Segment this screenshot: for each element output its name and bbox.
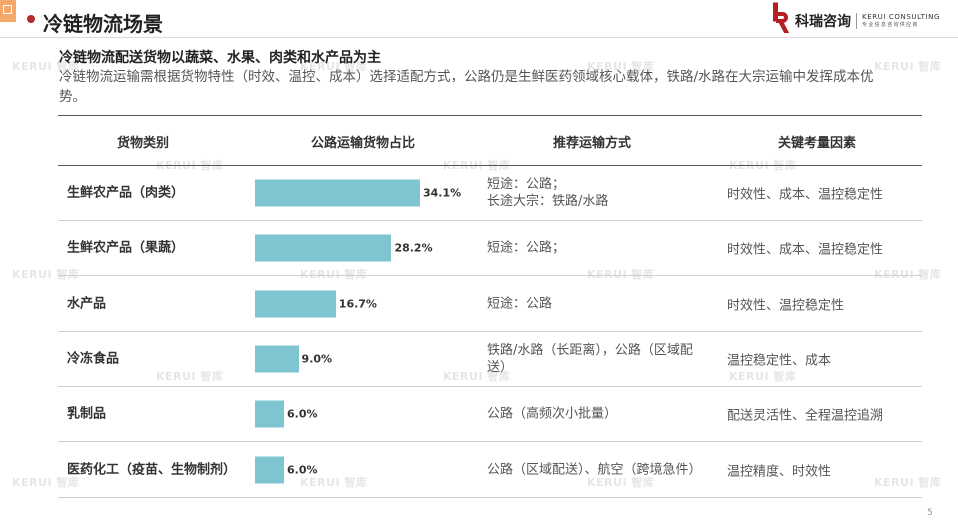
cell-key-factors: 配送灵活性、全程温控追溯 bbox=[727, 408, 884, 424]
road-share-bar bbox=[255, 290, 336, 318]
watermark: KERUI 智库 bbox=[874, 60, 942, 73]
logo-divider bbox=[856, 13, 857, 29]
cell-category: 水产品 bbox=[67, 296, 107, 312]
cell-category: 生鲜农产品（果蔬） bbox=[67, 240, 185, 256]
road-share-bar bbox=[255, 345, 299, 373]
corner-tab bbox=[0, 0, 16, 22]
table-row: 乳制品 6.0% 公路（高频次小批量） 配送灵活性、全程温控追溯 bbox=[58, 387, 922, 443]
cell-category: 乳制品 bbox=[67, 406, 107, 422]
company-logo: 科瑞咨询 KERUI CONSULTING 专业信息咨询供应商 bbox=[773, 2, 941, 33]
title-bullet bbox=[27, 15, 35, 23]
road-share-label: 34.1% bbox=[423, 186, 462, 200]
header-key-factors: 关键考量因素 bbox=[777, 136, 856, 151]
logo-tagline: 专业信息咨询供应商 bbox=[862, 22, 919, 28]
cell-key-factors: 温控精度、时效性 bbox=[727, 464, 832, 479]
logo-r-icon bbox=[773, 2, 790, 33]
table-row: 生鲜农产品（果蔬） 28.2% 短途：公路； 时效性、成本、温控稳定性 bbox=[58, 221, 922, 277]
cell-category: 生鲜农产品（肉类） bbox=[67, 185, 185, 201]
cell-category: 医药化工（疫苗、生物制剂） bbox=[67, 462, 237, 477]
cell-key-factors: 温控稳定性、成本 bbox=[727, 353, 832, 369]
road-share-bar bbox=[255, 400, 285, 428]
road-share-label: 6.0% bbox=[287, 407, 318, 421]
header-transport-mode: 推荐运输方式 bbox=[552, 136, 631, 151]
road-share-label: 16.7% bbox=[338, 297, 377, 311]
cell-key-factors: 时效性、温控稳定性 bbox=[727, 298, 845, 314]
cell-transport-mode: 短途：公路 bbox=[487, 296, 553, 312]
header-category: 货物类别 bbox=[116, 136, 169, 151]
header-road-share: 公路运输货物占比 bbox=[310, 136, 415, 151]
road-share-label: 6.0% bbox=[287, 463, 318, 476]
slide-headline: 冷链物流配送货物以蔬菜、水果、肉类和水产品为主 bbox=[59, 50, 381, 66]
cell-category: 冷冻食品 bbox=[67, 351, 120, 367]
page-number: 5 bbox=[927, 508, 933, 518]
table-row: 水产品 16.7% 短途：公路 时效性、温控稳定性 bbox=[58, 277, 922, 332]
road-share-bar bbox=[255, 456, 285, 483]
cell-transport-mode: 铁路/水路（长距离），公路（区域配送） bbox=[487, 342, 693, 375]
slide-icon bbox=[3, 5, 12, 14]
cell-key-factors: 时效性、成本、温控稳定性 bbox=[727, 242, 884, 258]
logo-text-en: KERUI CONSULTING bbox=[862, 13, 941, 21]
table-row: 生鲜农产品（肉类） 34.1% 短途：公路； 长途大宗：铁路/水路 时效性、成本、温控… bbox=[58, 166, 922, 221]
intro-paragraph: 冷链物流运输需根据货物特性（时效、温控、成本）选择适配方式，公路仍是生鲜医药领域… bbox=[59, 69, 874, 105]
table-header-rule bbox=[58, 165, 922, 166]
road-share-label: 28.2% bbox=[394, 241, 433, 255]
table-row: 医药化工（疫苗、生物制剂） 6.0% 公路（区域配送）、航空（跨境急件） 温控精度、时… bbox=[58, 443, 922, 498]
road-share-label: 9.0% bbox=[301, 352, 333, 366]
road-share-bar bbox=[255, 179, 420, 207]
cell-transport-mode: 公路（区域配送）、航空（跨境急件） bbox=[487, 462, 702, 477]
table-top-rule bbox=[58, 115, 922, 116]
table-row: 冷冻食品 9.0% 铁路/水路（长距离），公路（区域配送） 温控稳定性、成本 bbox=[58, 332, 922, 387]
page-title: 冷链物流场景 bbox=[43, 12, 163, 36]
cell-key-factors: 时效性、成本、温控稳定性 bbox=[727, 187, 884, 203]
cell-transport-mode: 短途：公路； bbox=[487, 240, 566, 256]
cell-transport-mode: 短途：公路； 长途大宗：铁路/水路 bbox=[487, 177, 609, 209]
header-divider bbox=[0, 37, 958, 38]
logo-text-cn: 科瑞咨询 bbox=[795, 14, 851, 30]
road-share-bar bbox=[255, 234, 392, 262]
cell-transport-mode: 公路（高频次小批量） bbox=[487, 406, 618, 422]
